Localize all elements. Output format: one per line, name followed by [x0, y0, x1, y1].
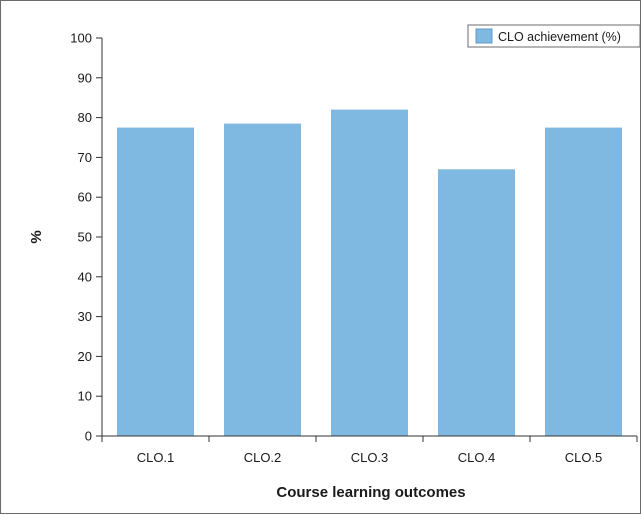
y-tick-label: 0 [85, 429, 92, 444]
axes-layer: 0 10 20 30 40 50 60 70 80 90 100 CLO.1 CLO.2 CLO.3 CLO… [70, 31, 638, 465]
bar-clo1 [117, 127, 194, 436]
bar-clo3 [331, 109, 408, 436]
bar-clo5 [545, 127, 622, 436]
y-tick-label: 70 [78, 150, 92, 165]
y-tick-label: 100 [70, 31, 92, 46]
bar-clo2 [224, 123, 301, 436]
x-tick-label: CLO.3 [351, 450, 389, 465]
y-tick-label: 20 [78, 349, 92, 364]
bar-clo4 [438, 169, 515, 437]
y-tick-label: 50 [78, 230, 92, 245]
y-tick-label: 40 [78, 269, 92, 284]
y-tick-label: 60 [78, 190, 92, 205]
x-tick-label: CLO.5 [565, 450, 603, 465]
legend-box [467, 24, 641, 48]
legend-label: CLO achievement (%) [498, 30, 621, 44]
legend: CLO achievement (%) [467, 24, 641, 48]
legend-swatch [475, 28, 493, 44]
y-tick-label: 10 [78, 389, 92, 404]
x-axis-title: Course learning outcomes [276, 484, 465, 501]
x-tick-label: CLO.4 [458, 450, 496, 465]
bars-layer [117, 109, 622, 437]
y-tick-label: 90 [78, 70, 92, 85]
x-tick-label: CLO.1 [137, 450, 175, 465]
y-axis-title: % [28, 230, 45, 243]
x-tick-label: CLO.2 [244, 450, 282, 465]
y-tick-label: 80 [78, 110, 92, 125]
y-tick-label: 30 [78, 309, 92, 324]
